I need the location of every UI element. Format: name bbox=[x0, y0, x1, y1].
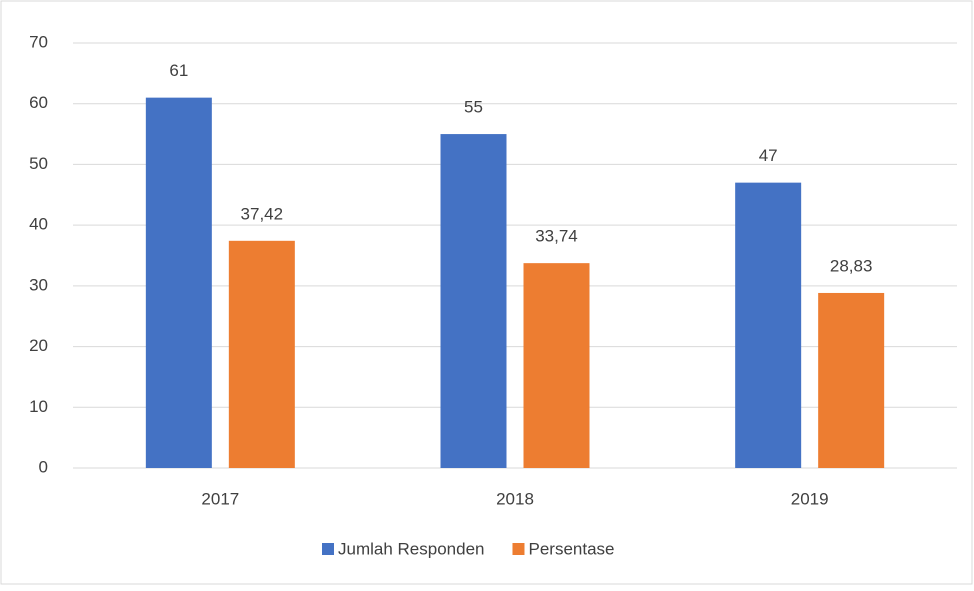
y-tick-label: 50 bbox=[29, 154, 48, 173]
bar bbox=[228, 240, 295, 468]
bar bbox=[735, 182, 802, 468]
data-label: 55 bbox=[464, 98, 483, 117]
bar bbox=[440, 134, 507, 469]
legend-label: Persentase bbox=[528, 539, 614, 558]
y-tick-label: 70 bbox=[29, 32, 48, 51]
data-label: 28,83 bbox=[830, 256, 873, 275]
y-tick-label: 20 bbox=[29, 336, 48, 355]
y-tick-label: 0 bbox=[39, 457, 48, 476]
data-label: 37,42 bbox=[241, 204, 284, 223]
legend-swatch bbox=[322, 543, 334, 555]
y-tick-label: 10 bbox=[29, 397, 48, 416]
legend-label: Jumlah Responden bbox=[338, 539, 484, 558]
x-tick-label: 2019 bbox=[791, 489, 829, 508]
data-label: 47 bbox=[759, 146, 778, 165]
bar bbox=[523, 263, 590, 468]
x-tick-label: 2018 bbox=[496, 489, 534, 508]
y-tick-label: 60 bbox=[29, 93, 48, 112]
y-tick-label: 40 bbox=[29, 215, 48, 234]
legend-swatch bbox=[512, 543, 525, 555]
bar bbox=[145, 97, 212, 469]
bar bbox=[818, 292, 885, 468]
data-label: 33,74 bbox=[535, 227, 578, 246]
x-tick-label: 2017 bbox=[201, 489, 239, 508]
y-tick-label: 30 bbox=[29, 275, 48, 294]
data-label: 61 bbox=[169, 61, 188, 80]
